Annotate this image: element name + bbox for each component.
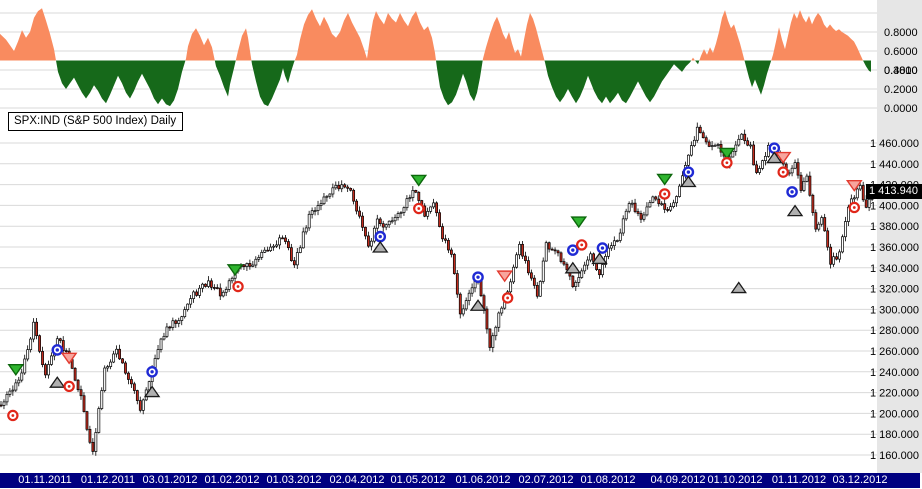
oscillator-tick-label: 0.4000 xyxy=(884,65,918,77)
price-tick-label: 1 240.000 xyxy=(870,367,919,379)
marker-circle-blue xyxy=(374,230,387,243)
marker-circle-red xyxy=(721,157,733,169)
date-tick-label: 03.12.2012 xyxy=(832,474,888,486)
price-tick-label: 1 340.000 xyxy=(870,263,919,275)
marker-triangle-down-red xyxy=(496,270,514,283)
date-axis[interactable]: 01.11.2011 01.12.2011 03.01.2012 01.02.2012… xyxy=(0,473,920,488)
marker-circle-red xyxy=(848,201,860,214)
marker-triangle-up-gray xyxy=(49,376,66,388)
marker-circle-blue xyxy=(786,186,798,198)
current-price-label: 1 413.940 xyxy=(866,184,922,199)
marker-triangle-up-gray xyxy=(143,385,161,398)
axis-panel[interactable] xyxy=(877,0,922,473)
marker-circle-blue xyxy=(51,344,64,356)
marker-circle-red xyxy=(576,239,588,251)
oscillator-positive-area xyxy=(0,8,871,61)
oscillator-tick-label: 0.0000 xyxy=(884,103,918,115)
marker-circle-red xyxy=(232,280,244,293)
marker-triangle-up-gray xyxy=(786,204,804,217)
price-tick-label: 1 460.000 xyxy=(870,138,919,150)
date-tick-label: 01.10.2012 xyxy=(707,474,763,486)
marker-triangle-up-gray xyxy=(680,175,697,188)
date-tick-label: 01.05.2012 xyxy=(390,474,446,486)
price-tick-label: 1 260.000 xyxy=(870,346,919,358)
marker-triangle-down-green xyxy=(226,264,244,277)
date-tick-label: 03.01.2012 xyxy=(142,474,198,486)
marker-circle-red xyxy=(7,409,19,422)
marker-triangle-down-green xyxy=(7,364,25,376)
chart-title-box: SPX:IND (S&P 500 Index) Daily xyxy=(8,112,184,131)
price-tick-label: 1 320.000 xyxy=(870,284,919,296)
marker-circle-blue xyxy=(472,271,484,283)
date-tick-label: 04.09.2012 xyxy=(650,474,706,486)
candlestick-series xyxy=(0,122,877,456)
date-tick-label: 02.07.2012 xyxy=(518,474,574,486)
date-tick-label: 01.06.2012 xyxy=(455,474,511,486)
marker-triangle-down-red xyxy=(845,179,863,192)
marker-triangle-up-gray xyxy=(371,240,389,253)
marker-circle-red xyxy=(501,292,514,304)
price-tick-label: 1 280.000 xyxy=(870,325,919,337)
indicator-current-value-label: 0.3810 xyxy=(884,65,918,77)
marker-triangle-up-gray xyxy=(469,299,487,311)
oscillator-negative-area xyxy=(0,60,871,107)
price-tick-label: 1 380.000 xyxy=(870,221,919,233)
marker-triangle-up-gray xyxy=(730,281,747,294)
date-tick-label: 01.02.2012 xyxy=(204,474,260,486)
date-tick-label: 01.11.2011 xyxy=(18,474,72,486)
date-tick-label: 01.08.2012 xyxy=(580,474,636,486)
date-tick-label: 02.04.2012 xyxy=(329,474,385,486)
marker-circle-red xyxy=(63,380,75,393)
oscillator-tick-label: 0.2000 xyxy=(884,84,918,96)
marker-circle-blue xyxy=(596,242,609,254)
chart-title-label: SPX:IND (S&P 500 Index) Daily xyxy=(14,115,177,127)
marker-triangle-up-gray xyxy=(564,261,582,274)
price-tick-label: 1 220.000 xyxy=(870,388,919,400)
marker-circle-red xyxy=(658,188,671,200)
marker-circle-blue xyxy=(682,166,695,178)
marker-triangle-down-green xyxy=(656,173,674,186)
marker-circle-red xyxy=(413,202,425,215)
date-tick-label: 01.03.2012 xyxy=(266,474,322,486)
marker-triangle-down-green xyxy=(410,174,428,187)
marker-triangle-down-green xyxy=(718,147,736,160)
price-tick-label: 1 300.000 xyxy=(870,304,919,316)
marker-triangle-up-gray xyxy=(591,252,608,265)
marker-circle-blue xyxy=(146,365,158,378)
marker-triangle-down-red xyxy=(60,352,78,365)
price-tick-label: 1 360.000 xyxy=(870,242,919,254)
marker-triangle-down-red xyxy=(774,151,792,164)
price-tick-label: 1 200.000 xyxy=(870,408,919,420)
marker-circle-blue xyxy=(567,244,579,256)
price-tick-label: 1 180.000 xyxy=(870,429,919,441)
date-tick-label: 01.12.2011 xyxy=(80,474,136,486)
oscillator-tick-label: 0.6000 xyxy=(884,46,918,58)
date-tick-label: 01.11.2012 xyxy=(771,474,827,486)
price-tick-label: 1 400.000 xyxy=(870,200,919,212)
marker-triangle-down-green xyxy=(570,216,588,229)
oscillator-tick-label: 0.8000 xyxy=(884,27,918,39)
marker-circle-blue xyxy=(768,142,781,154)
marker-circle-red xyxy=(777,166,789,178)
price-tick-label: 1 160.000 xyxy=(870,450,919,462)
marker-triangle-up-gray xyxy=(766,151,783,164)
signal-markers xyxy=(7,142,863,422)
price-tick-label: 1 440.000 xyxy=(870,159,919,171)
